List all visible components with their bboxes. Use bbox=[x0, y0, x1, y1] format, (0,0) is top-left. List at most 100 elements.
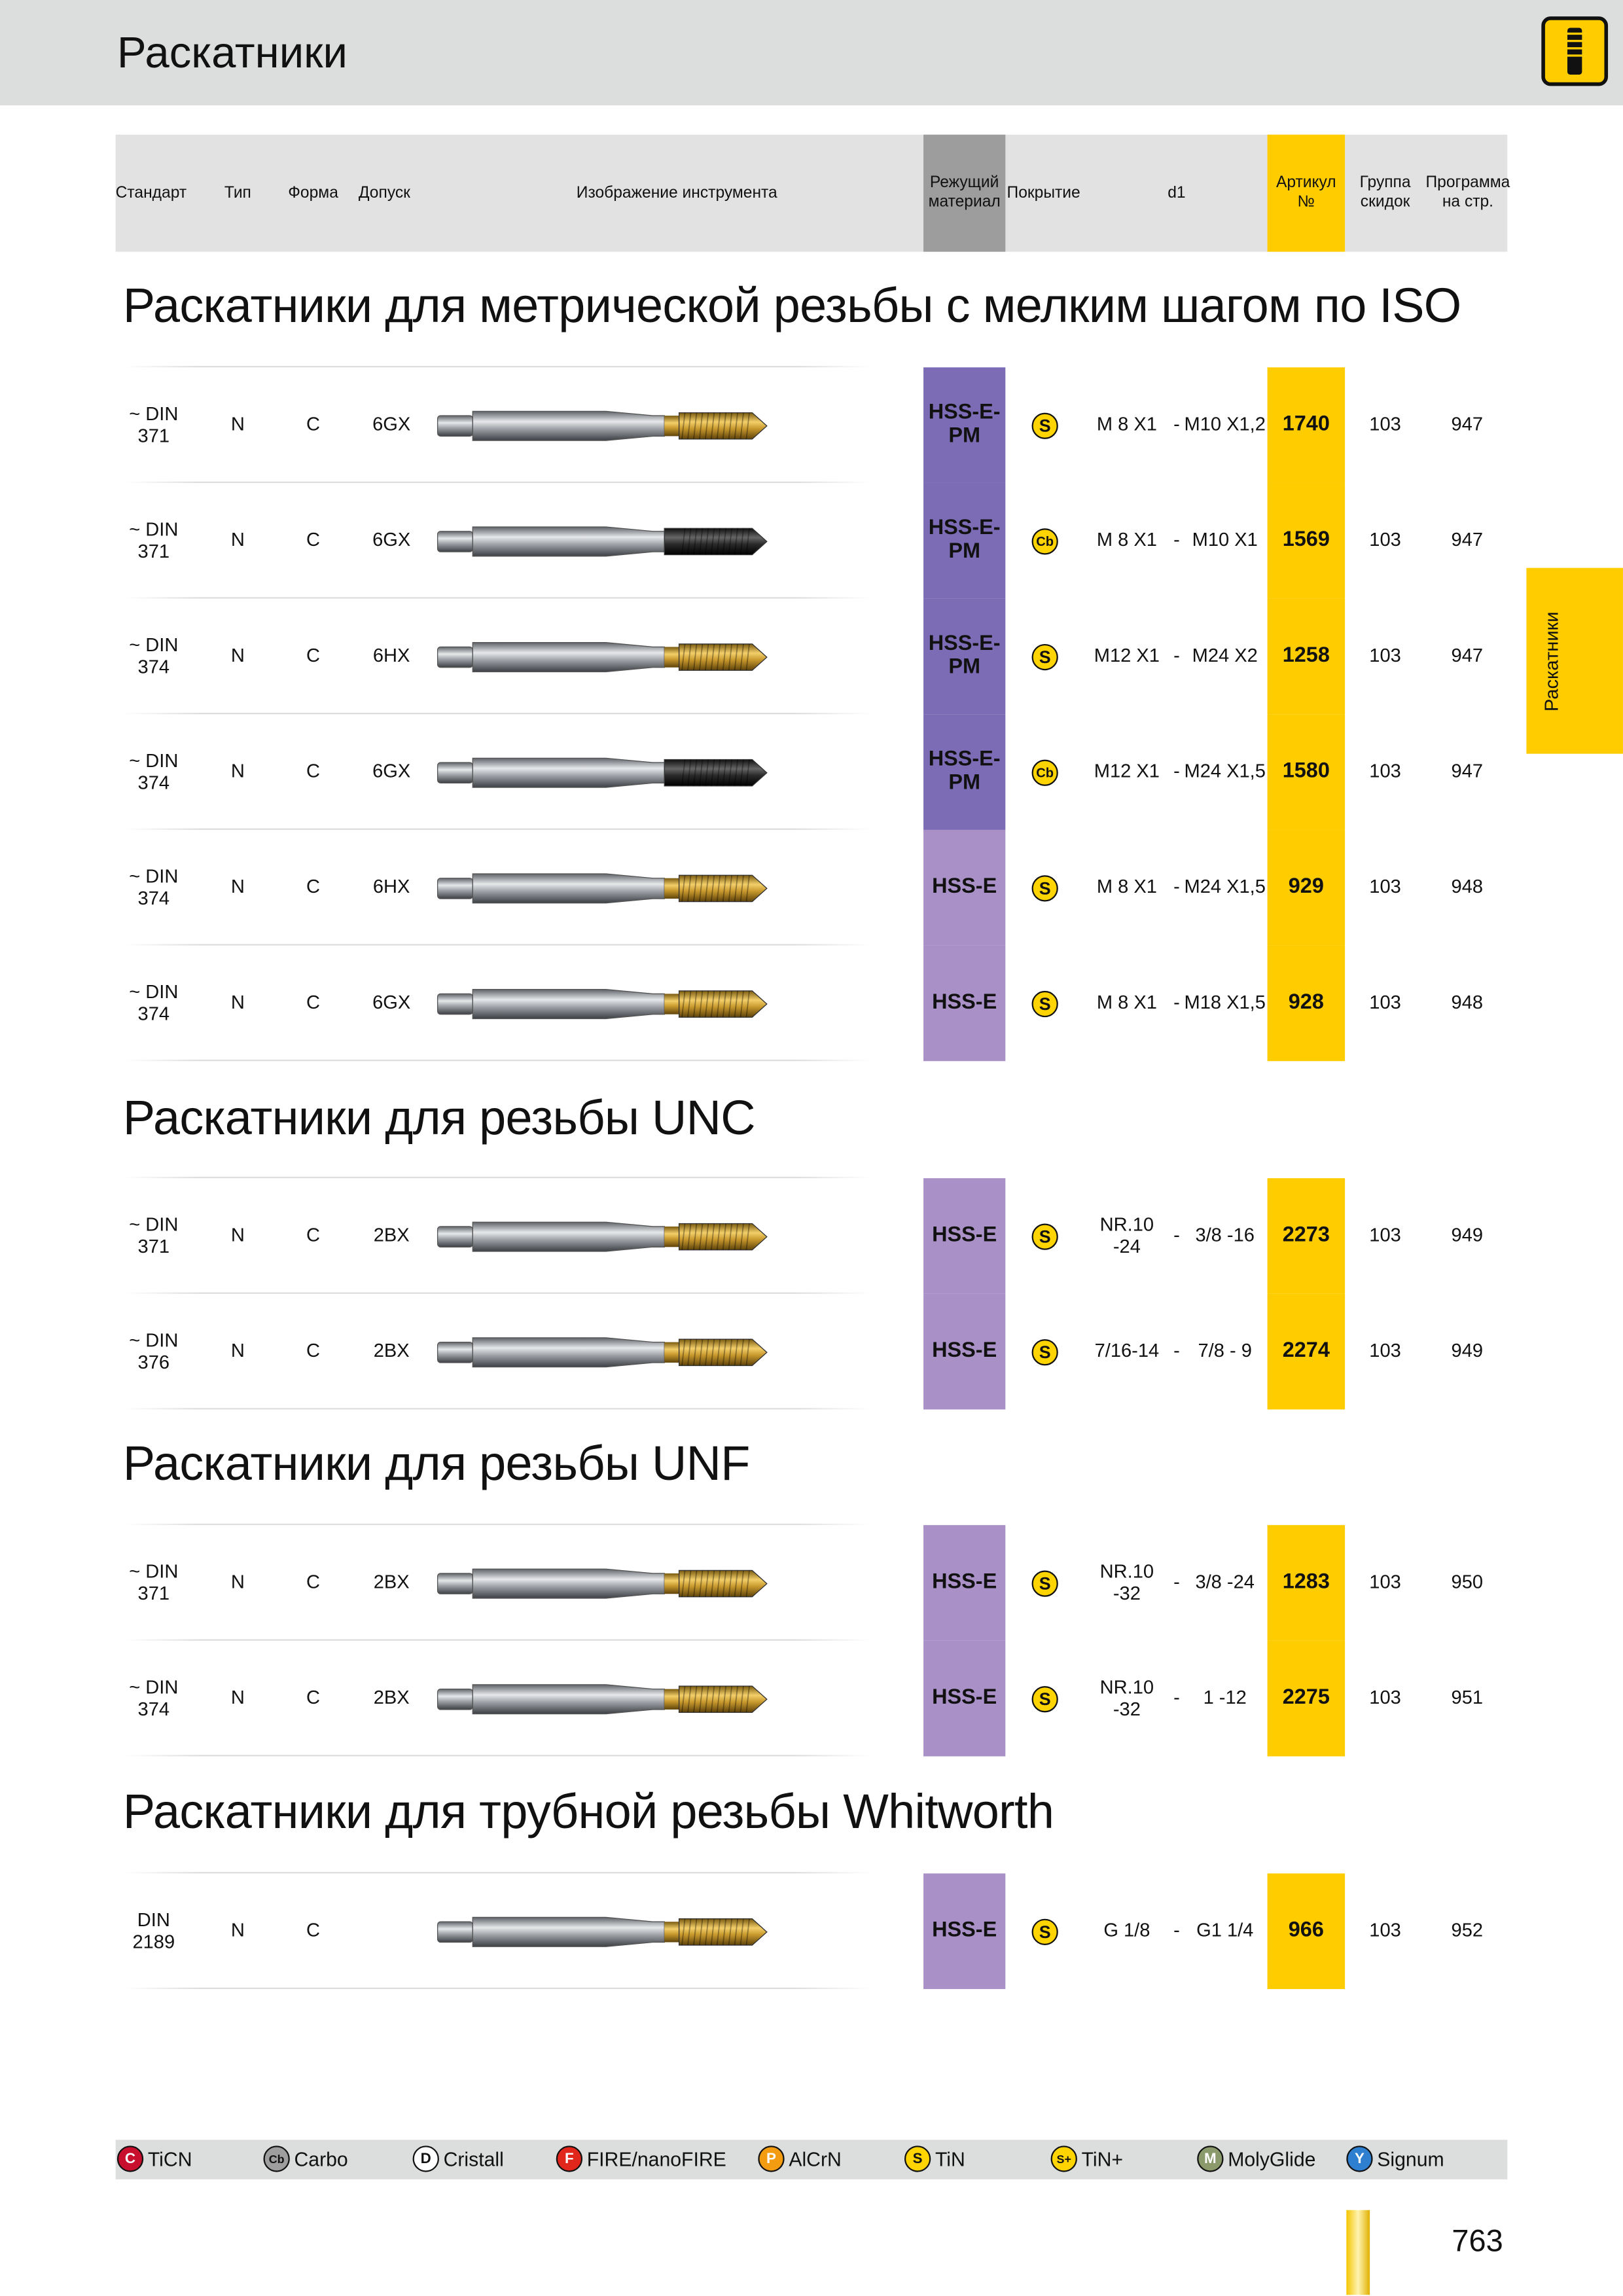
material: HSS-E bbox=[923, 945, 1006, 1062]
form-cell: C bbox=[285, 367, 341, 483]
material-text: PM bbox=[948, 655, 980, 679]
d1-to-text: M24 X1,5 bbox=[1184, 875, 1266, 897]
legend-label: MolyGlide bbox=[1228, 2147, 1316, 2170]
standard-text: ~ DIN bbox=[129, 633, 179, 655]
header-text: Тип bbox=[224, 184, 251, 202]
group-cell: 103 bbox=[1346, 714, 1424, 830]
standard: ~ DIN 374 bbox=[116, 946, 192, 1062]
divider bbox=[124, 828, 871, 830]
d1-separator: - bbox=[1173, 990, 1180, 1013]
type-cell: N bbox=[212, 830, 263, 946]
legend-item: D Cristall bbox=[412, 2145, 504, 2172]
coating-icon: Cb bbox=[1031, 528, 1058, 554]
legend-item: S+ TiN+ bbox=[1050, 2145, 1124, 2172]
article-text: 2275 bbox=[1282, 1686, 1330, 1710]
d1-to: M18 X1,5 bbox=[1183, 946, 1268, 1062]
header-text: Допуск bbox=[358, 184, 410, 202]
group-cell: 103 bbox=[1346, 483, 1424, 599]
group: 103 bbox=[1369, 1223, 1401, 1246]
legend-label: Carbo bbox=[294, 2147, 348, 2170]
legend-label: TiN+ bbox=[1081, 2147, 1124, 2170]
page-cell: 947 bbox=[1427, 714, 1507, 830]
type-cell: N bbox=[212, 599, 263, 715]
header-article: Артикул № bbox=[1268, 135, 1346, 252]
d1-from: NR.10 -24 bbox=[1086, 1178, 1168, 1294]
group: 103 bbox=[1369, 1339, 1401, 1361]
program-page: 947 bbox=[1451, 412, 1484, 435]
form: C bbox=[306, 412, 321, 435]
material: HSS-E bbox=[923, 1293, 1006, 1410]
form-cell: C bbox=[285, 1641, 341, 1757]
page-cell: 947 bbox=[1427, 483, 1507, 599]
material-text: HSS-E bbox=[932, 1223, 997, 1247]
d1-separator: - bbox=[1173, 528, 1180, 550]
section-heading: Раскатники для резьбы UNC bbox=[122, 1090, 756, 1145]
article: 1569 bbox=[1267, 482, 1346, 599]
top-band bbox=[0, 0, 1623, 106]
d1-from: M12 X1 bbox=[1086, 599, 1168, 715]
standard-text: DIN bbox=[137, 1908, 170, 1930]
legend-item: Y Signum bbox=[1346, 2145, 1444, 2172]
d1-from-text: NR.10 bbox=[1099, 1559, 1154, 1582]
legend-item: M MolyGlide bbox=[1197, 2145, 1315, 2172]
legend-icon: M bbox=[1197, 2145, 1224, 2172]
d1-sep: - bbox=[1168, 1641, 1186, 1757]
tolerance-cell: 6HX bbox=[359, 599, 425, 715]
coating-icon: Cb bbox=[1031, 759, 1058, 785]
d1-from: M 8 X1 bbox=[1086, 830, 1168, 946]
tool-image bbox=[437, 1683, 768, 1714]
tool-image bbox=[437, 988, 768, 1018]
d1-separator: - bbox=[1173, 1223, 1180, 1246]
form: C bbox=[306, 644, 321, 666]
legend-item: F FIRE/nanoFIRE bbox=[556, 2145, 726, 2172]
legend-band bbox=[115, 2140, 1508, 2179]
type: N bbox=[230, 1918, 245, 1941]
tolerance: 6GX bbox=[372, 759, 411, 782]
divider bbox=[124, 366, 871, 368]
type: N bbox=[230, 875, 245, 897]
standard-text: ~ DIN bbox=[129, 1328, 179, 1351]
form-cell: C bbox=[285, 483, 341, 599]
tool-image bbox=[437, 1221, 768, 1251]
header-text: скидок bbox=[1360, 193, 1410, 211]
form: C bbox=[306, 1686, 321, 1708]
tool-image bbox=[437, 757, 768, 787]
header-text: материал bbox=[928, 193, 1001, 211]
article-header-bg bbox=[1267, 134, 1346, 252]
d1-separator: - bbox=[1173, 1339, 1180, 1361]
standard-text: 374 bbox=[137, 1696, 170, 1719]
program-page: 947 bbox=[1451, 644, 1484, 666]
standard-text: ~ DIN bbox=[129, 864, 179, 887]
d1-to-text: M24 X1,5 bbox=[1184, 759, 1266, 782]
form-cell: C bbox=[285, 1294, 341, 1410]
material-header-bg bbox=[923, 134, 1006, 252]
legend-icon: F bbox=[556, 2145, 583, 2172]
material: HSS-E- PM bbox=[923, 598, 1006, 715]
form-cell: C bbox=[285, 830, 341, 946]
tool-image bbox=[437, 872, 768, 903]
group-cell: 103 bbox=[1346, 1178, 1424, 1294]
material-text: HSS-E- bbox=[928, 747, 1001, 771]
d1-to: 3/8 -24 bbox=[1183, 1525, 1268, 1641]
header-material: Режущий материал bbox=[923, 135, 1005, 252]
article: 929 bbox=[1267, 829, 1346, 946]
header-group: Группа скидок bbox=[1346, 135, 1424, 252]
d1-to-text: M18 X1,5 bbox=[1184, 990, 1266, 1013]
article-text: 928 bbox=[1288, 991, 1324, 1015]
group-cell: 103 bbox=[1346, 1873, 1424, 1989]
group: 103 bbox=[1369, 1570, 1401, 1593]
tolerance-cell: 6GX bbox=[359, 367, 425, 483]
standard-text: ~ DIN bbox=[129, 517, 179, 540]
standard-text: 374 bbox=[137, 655, 170, 677]
standard: ~ DIN 371 bbox=[116, 1178, 192, 1294]
tolerance: 6GX bbox=[372, 528, 411, 550]
article-text: 2273 bbox=[1282, 1223, 1330, 1247]
d1-to: 7/8 - 9 bbox=[1183, 1294, 1268, 1410]
page-cell: 948 bbox=[1427, 946, 1507, 1062]
legend-icon: C bbox=[116, 2145, 144, 2172]
tolerance-cell: 6GX bbox=[359, 714, 425, 830]
coating-icon: S bbox=[1031, 1223, 1058, 1249]
page-cell: 952 bbox=[1427, 1873, 1507, 1989]
divider bbox=[124, 1755, 871, 1757]
